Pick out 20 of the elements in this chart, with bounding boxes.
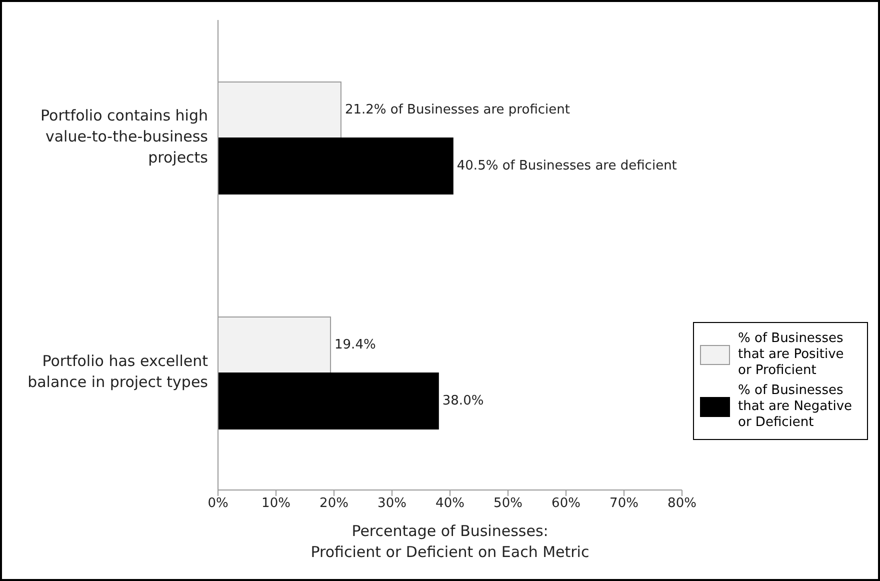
data-label: 19.4% (334, 338, 376, 353)
x-tick-label: 20% (320, 496, 348, 512)
data-label: 21.2% of Businesses are proficient (344, 102, 570, 118)
bar (218, 138, 454, 194)
x-tick-label: 50% (494, 496, 522, 512)
bar (218, 372, 439, 430)
x-tick-label: 80% (668, 496, 696, 512)
x-tick-label: 0% (208, 496, 228, 512)
x-tick-label: 60% (552, 496, 580, 512)
x-tick-label: 30% (378, 496, 406, 512)
x-tick-label: 10% (262, 496, 290, 512)
x-axis-title: Percentage of Businesses: Proficient or Deficient on Each Metric (310, 522, 590, 561)
data-label: 40.5% of Businesses are deficient (456, 158, 677, 174)
x-tick-label: 70% (610, 496, 638, 512)
x-tick-label: 40% (436, 496, 464, 512)
y-tick-label: Portfolio has excellent balance in project types (28, 352, 208, 392)
data-label: 38.0% (442, 394, 484, 409)
legend-label: % of Businesses that are Positive or Proficient (738, 331, 845, 379)
y-tick-label: Portfolio contains high value-to-the-business projects (40, 106, 208, 167)
legend-label: % of Businesses that are Negative or Deficient (738, 383, 854, 431)
